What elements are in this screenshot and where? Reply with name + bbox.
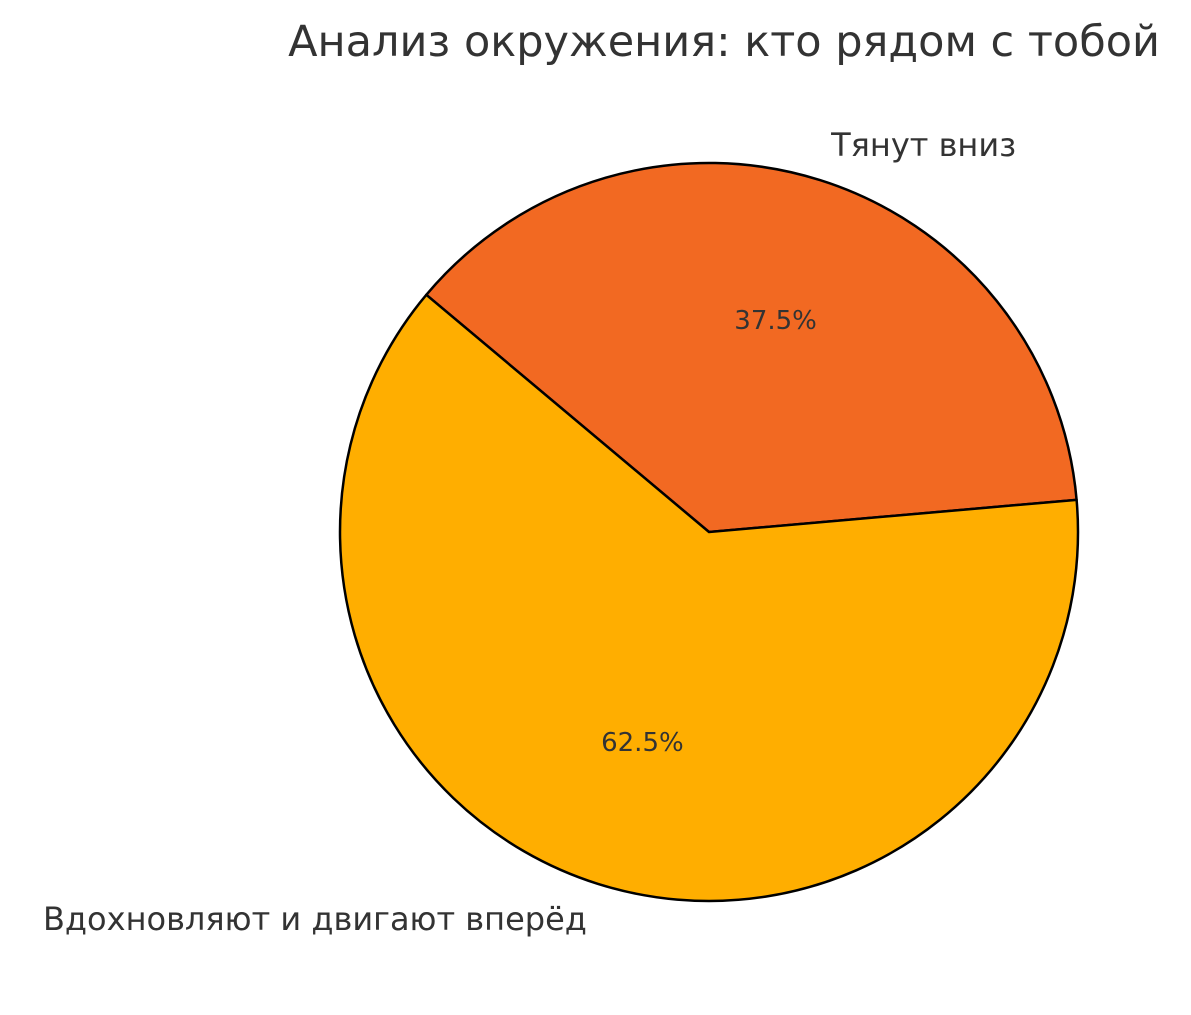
pie-slices: [338, 161, 1080, 903]
slice-label-2: Вдохновляют и двигают вперёд: [43, 900, 587, 938]
slice-percent-label-1: 37.5%: [734, 306, 817, 336]
slice-percent-label-2: 62.5%: [601, 728, 684, 758]
pie-labels: Тянут вниз 37.5% Вдохновляют и двигают впе…: [43, 126, 1016, 938]
slice-label-1: Тянут вниз: [830, 126, 1016, 164]
pie-slice-1: [425, 161, 1078, 534]
chart-title: Анализ окружения: кто рядом с тобой: [288, 17, 1160, 67]
pie-slice-2: [338, 293, 1080, 903]
